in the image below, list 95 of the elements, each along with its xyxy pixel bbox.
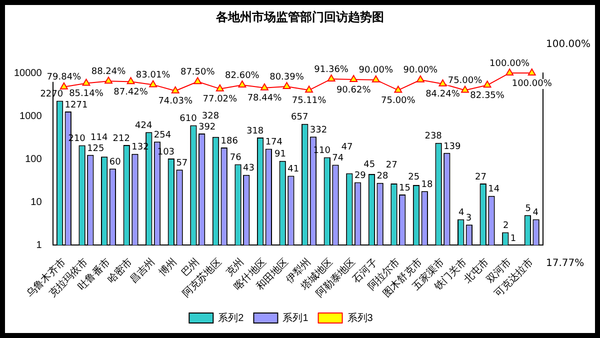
- point: [82, 78, 90, 86]
- point: [216, 84, 224, 92]
- point: [438, 79, 447, 86]
- text: 17.77%: [546, 258, 584, 269]
- data-label: 91: [274, 150, 286, 160]
- point: [149, 80, 158, 88]
- data-label: 238: [424, 132, 442, 142]
- data-label: 29: [354, 171, 366, 182]
- data-label: 78.44%: [247, 94, 282, 104]
- data-label: 212: [112, 134, 130, 144]
- point: [305, 86, 314, 93]
- data-label: 90.00%: [403, 66, 438, 76]
- data-label: 424: [135, 120, 153, 131]
- data-label: 87.42%: [114, 88, 148, 98]
- data-label: 79.84%: [46, 72, 82, 83]
- data-label: 74: [332, 154, 344, 164]
- data-label: 83.01%: [136, 70, 171, 81]
- data-label: 47: [341, 142, 353, 153]
- data-label: 91.36%: [314, 64, 349, 75]
- data-label: 139: [444, 142, 462, 152]
- data-label: 3: [466, 213, 472, 224]
- data-label: 392: [198, 122, 216, 132]
- data-label: 657: [291, 112, 308, 123]
- y-tick-label: 1000: [20, 110, 42, 122]
- data-label: 4: [458, 208, 464, 218]
- legend-label: 系列2: [218, 312, 244, 324]
- y-tick-label: 100: [25, 154, 42, 165]
- data-label: 27: [386, 160, 398, 171]
- point: [260, 83, 268, 90]
- legend-label: 系列3: [347, 312, 374, 324]
- point: [126, 77, 135, 84]
- data-label: 75.11%: [292, 96, 327, 106]
- y-tick-label: 10000: [14, 68, 42, 79]
- data-label: 82.60%: [225, 70, 260, 81]
- data-label: 4: [532, 208, 539, 218]
- point: [104, 76, 112, 84]
- data-label: 80.39%: [270, 72, 304, 82]
- data-label: 27: [475, 172, 486, 182]
- point: [461, 86, 469, 93]
- data-label: 90.62%: [336, 85, 372, 96]
- data-label: 74.03%: [158, 96, 193, 107]
- data-label: 254: [154, 130, 172, 140]
- data-label: 60: [109, 157, 122, 168]
- data-label: 5: [525, 204, 532, 214]
- y-tick-label: 10: [30, 196, 42, 208]
- data-label: 318: [246, 126, 264, 136]
- point: [238, 80, 246, 88]
- data-label: 75.00%: [381, 96, 416, 106]
- data-label: 82.35%: [470, 91, 505, 101]
- point: [483, 80, 492, 88]
- data-label: 85.14%: [69, 89, 104, 100]
- data-label: 14: [488, 184, 500, 195]
- data-label: 2: [503, 221, 509, 232]
- point: [327, 74, 336, 82]
- point: [416, 75, 424, 82]
- data-label: 84.24%: [426, 90, 460, 100]
- legend-label: 系列1: [282, 312, 309, 324]
- data-label: 45: [364, 160, 376, 170]
- data-label: 88.24%: [91, 66, 126, 77]
- data-label: 25: [408, 172, 420, 182]
- point: [372, 75, 380, 82]
- data-label: 43: [243, 164, 254, 174]
- data-label: 100.00%: [490, 58, 530, 69]
- data-label: 610: [180, 114, 198, 124]
- data-label: 57: [176, 158, 188, 168]
- data-label: 28: [376, 172, 388, 182]
- data-label: 76: [230, 153, 242, 164]
- point: [171, 86, 180, 94]
- data-label: 174: [265, 138, 283, 148]
- point: [528, 68, 536, 76]
- data-label: 41: [288, 164, 300, 175]
- x-tick-label: 博州: [156, 256, 180, 279]
- point: [60, 82, 68, 90]
- point: [506, 68, 514, 76]
- data-label: 18: [421, 180, 434, 190]
- data-label: 77.02%: [202, 94, 238, 105]
- data-label: 75.00%: [448, 76, 483, 86]
- point: [350, 74, 358, 82]
- data-label: 87.50%: [180, 67, 216, 78]
- data-label: 186: [220, 136, 238, 146]
- text: 100.00%: [546, 39, 590, 50]
- point: [282, 82, 291, 90]
- data-label: 1: [510, 234, 516, 244]
- data-label: 100.00%: [512, 78, 552, 89]
- data-label: 15: [399, 183, 410, 194]
- data-label: 114: [90, 132, 108, 143]
- data-label: 90.00%: [358, 66, 394, 76]
- y-tick-label: 1: [36, 240, 42, 251]
- point: [194, 77, 202, 84]
- data-label: 332: [310, 125, 328, 136]
- data-label: 328: [202, 111, 220, 122]
- data-label: 125: [87, 144, 104, 154]
- chart-title: 各地州市场监管部门回访趋势图: [215, 9, 385, 26]
- data-label: 1271: [64, 100, 88, 110]
- point: [394, 86, 402, 93]
